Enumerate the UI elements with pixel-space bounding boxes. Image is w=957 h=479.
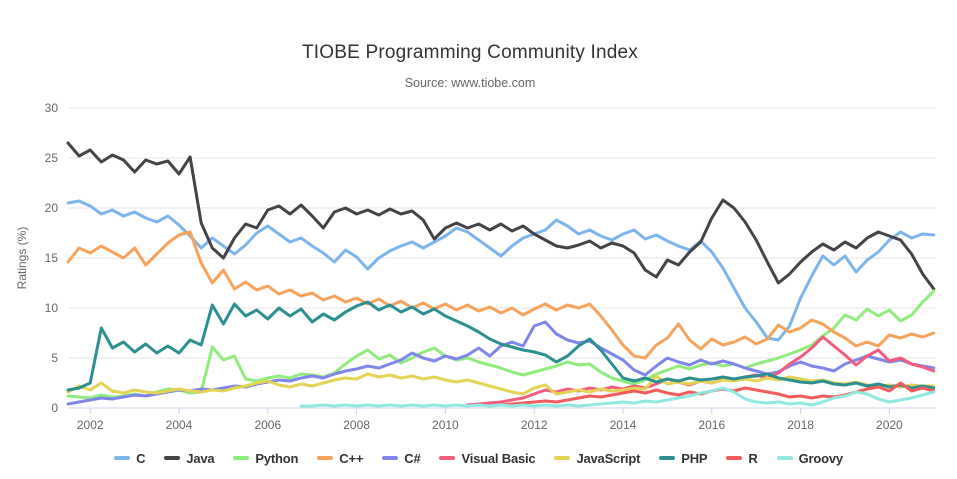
legend-item-csharp[interactable]: C# bbox=[382, 450, 421, 466]
legend-label-javascript: JavaScript bbox=[576, 450, 641, 466]
x-tick-label: 2020 bbox=[876, 418, 903, 432]
legend-swatch-visual-basic bbox=[439, 456, 456, 460]
legend-item-python[interactable]: Python bbox=[233, 451, 298, 466]
series-line-java bbox=[66, 141, 936, 291]
y-tick-label: 25 bbox=[45, 151, 59, 165]
legend-swatch-php bbox=[659, 456, 676, 460]
legend-label-visual-basic: Visual Basic bbox=[461, 450, 536, 466]
y-axis-title: Ratings (%) bbox=[15, 227, 29, 290]
series-line-python bbox=[66, 289, 936, 400]
y-tick-label: 0 bbox=[51, 401, 58, 415]
x-tick-label: 2002 bbox=[77, 418, 104, 432]
x-tick-label: 2016 bbox=[698, 418, 725, 432]
legend-swatch-python bbox=[233, 456, 250, 460]
legend-swatch-javascript bbox=[554, 456, 571, 460]
legend-label-r: R bbox=[748, 450, 758, 466]
y-tick-label: 15 bbox=[45, 251, 59, 265]
x-tick-label: 2018 bbox=[787, 418, 814, 432]
legend-swatch-c bbox=[114, 456, 131, 460]
legend-item-javascript[interactable]: JavaScript bbox=[554, 451, 640, 466]
legend-swatch-groovy bbox=[776, 456, 793, 460]
chart-title: TIOBE Programming Community Index bbox=[301, 42, 639, 63]
legend-swatch-csharp bbox=[382, 456, 399, 460]
series-line-php bbox=[66, 300, 936, 392]
chart-plot-area: 0 5 10 15 20 25 30 2002 2004 2006 2008 2010 2012 2014… bbox=[15, 101, 936, 432]
legend-item-php[interactable]: PHP bbox=[659, 450, 708, 466]
legend-swatch-r bbox=[726, 456, 743, 460]
axes: 0 5 10 15 20 25 30 2002 2004 2006 2008 2010 2012 2014… bbox=[45, 101, 936, 432]
legend-label-php: PHP bbox=[681, 450, 708, 466]
series-line-javascript bbox=[66, 372, 936, 396]
y-tick-label: 10 bbox=[45, 301, 59, 315]
series-lines bbox=[66, 141, 936, 408]
legend-item-c[interactable]: C bbox=[114, 450, 146, 466]
legend-swatch-cpp bbox=[317, 456, 334, 460]
y-tick-label: 20 bbox=[45, 201, 59, 215]
x-tick-label: 2008 bbox=[343, 418, 370, 432]
x-tick-label: 2014 bbox=[610, 418, 637, 432]
x-tick-label: 2010 bbox=[432, 418, 459, 432]
legend-item-visual-basic[interactable]: Visual Basic bbox=[439, 450, 536, 466]
legend-label-cpp: C++ bbox=[339, 450, 364, 466]
chart-legend: C Java Python C++ C# Visual Basic JavaScript PH… bbox=[0, 445, 957, 471]
series-line-c bbox=[66, 199, 936, 342]
legend-label-csharp: C# bbox=[404, 450, 421, 466]
legend-item-java[interactable]: Java bbox=[164, 450, 215, 466]
legend-label-c: C bbox=[136, 450, 146, 466]
series-line-cpp bbox=[66, 230, 936, 360]
legend-item-cpp[interactable]: C++ bbox=[317, 451, 363, 466]
x-tick-label: 2012 bbox=[521, 418, 548, 432]
legend-item-r[interactable]: R bbox=[726, 450, 758, 466]
legend-item-groovy[interactable]: Groovy bbox=[776, 450, 844, 466]
x-tick-label: 2004 bbox=[166, 418, 193, 432]
legend-label-python: Python bbox=[255, 450, 299, 466]
legend-label-groovy: Groovy bbox=[798, 450, 844, 466]
legend-swatch-java bbox=[164, 456, 181, 460]
chart-subtitle: Source: www.tiobe.com bbox=[404, 76, 536, 90]
legend-label-java: Java bbox=[186, 450, 215, 466]
x-tick-label: 2006 bbox=[254, 418, 281, 432]
y-tick-label: 5 bbox=[51, 351, 58, 365]
y-tick-label: 30 bbox=[45, 101, 59, 115]
series-line-groovy bbox=[299, 386, 936, 408]
